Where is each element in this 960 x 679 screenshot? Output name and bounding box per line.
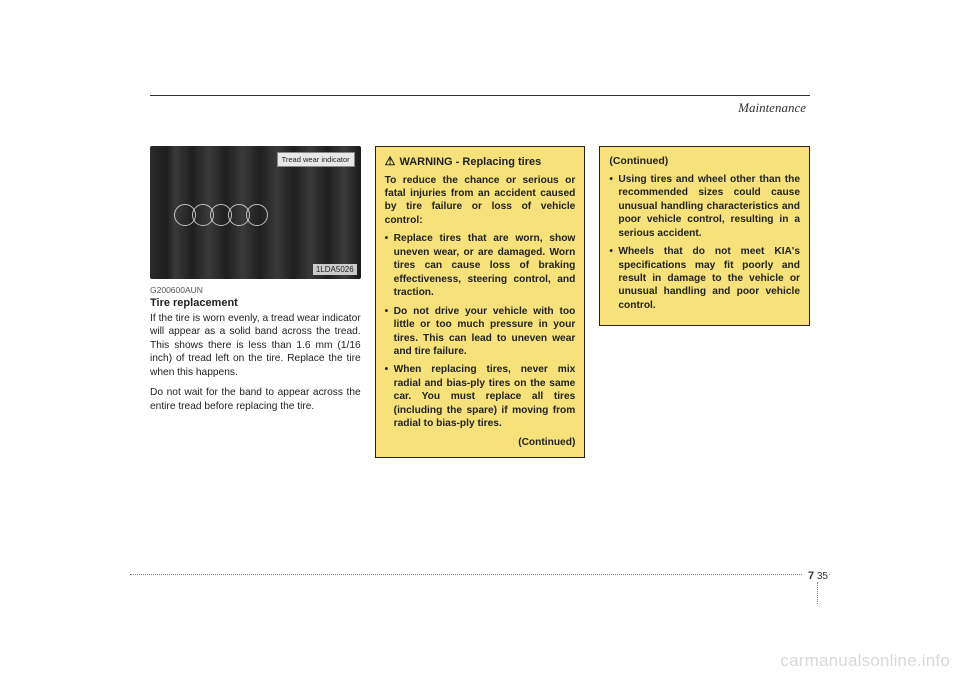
tread-indicator-label: Tread wear indicator [277,152,355,167]
continued-item: Wheels that do not meet KIA's specificat… [609,245,800,312]
page-in-chapter: 35 [817,571,828,582]
warning-triangle-icon: ⚠ [385,155,396,167]
warning-label: WARNING [399,156,452,168]
columns: Tread wear indicator 1LDA5026 G200600AUN… [150,146,810,458]
continued-heading: (Continued) [609,155,800,169]
continued-list: Using tires and wheel other than the rec… [609,173,800,313]
warning-item: Replace tires that are worn, show uneven… [385,232,576,299]
figure-image-code: 1LDA5026 [313,264,357,275]
warning-list: Replace tires that are worn, show uneven… [385,232,576,430]
warning-item: When replacing tires, never mix radial a… [385,363,576,430]
warning-label-text: WARNING - Replacing tires [399,155,541,170]
watermark: carmanualsonline.info [780,651,950,671]
figure-ref-code: G200600AUN [150,285,361,295]
warning-title: ⚠ WARNING - Replacing tires [385,155,576,170]
page-number: 7 35 [802,570,828,582]
tire-replacement-heading: Tire replacement [150,297,361,309]
section-title: Maintenance [150,100,810,116]
warning-continued: (Continued) [385,436,576,449]
warning-intro: To reduce the chance or serious or fatal… [385,174,576,228]
indicator-circles [178,204,268,226]
continued-box: (Continued) Using tires and wheel other … [599,146,810,326]
column-1: Tread wear indicator 1LDA5026 G200600AUN… [150,146,361,458]
tire-figure: Tread wear indicator 1LDA5026 [150,146,361,279]
column-3: (Continued) Using tires and wheel other … [599,146,810,458]
continued-item: Using tires and wheel other than the rec… [609,173,800,240]
warning-box: ⚠ WARNING - Replacing tires To reduce th… [375,146,586,458]
page-content: Maintenance Tread wear indicator 1LDA502… [150,95,810,458]
warning-item: Do not drive your vehicle with too littl… [385,305,576,359]
body-paragraph-2: Do not wait for the band to appear acros… [150,386,361,413]
footer-vertical-dots [817,582,818,604]
body-paragraph-1: If the tire is worn evenly, a tread wear… [150,312,361,379]
column-2: ⚠ WARNING - Replacing tires To reduce th… [375,146,586,458]
chapter-number: 7 [808,570,814,582]
warning-subject: - Replacing tires [456,156,542,168]
header-rule [150,95,810,96]
footer-dotted-rule [130,574,830,575]
page-footer: 7 35 [130,574,830,575]
